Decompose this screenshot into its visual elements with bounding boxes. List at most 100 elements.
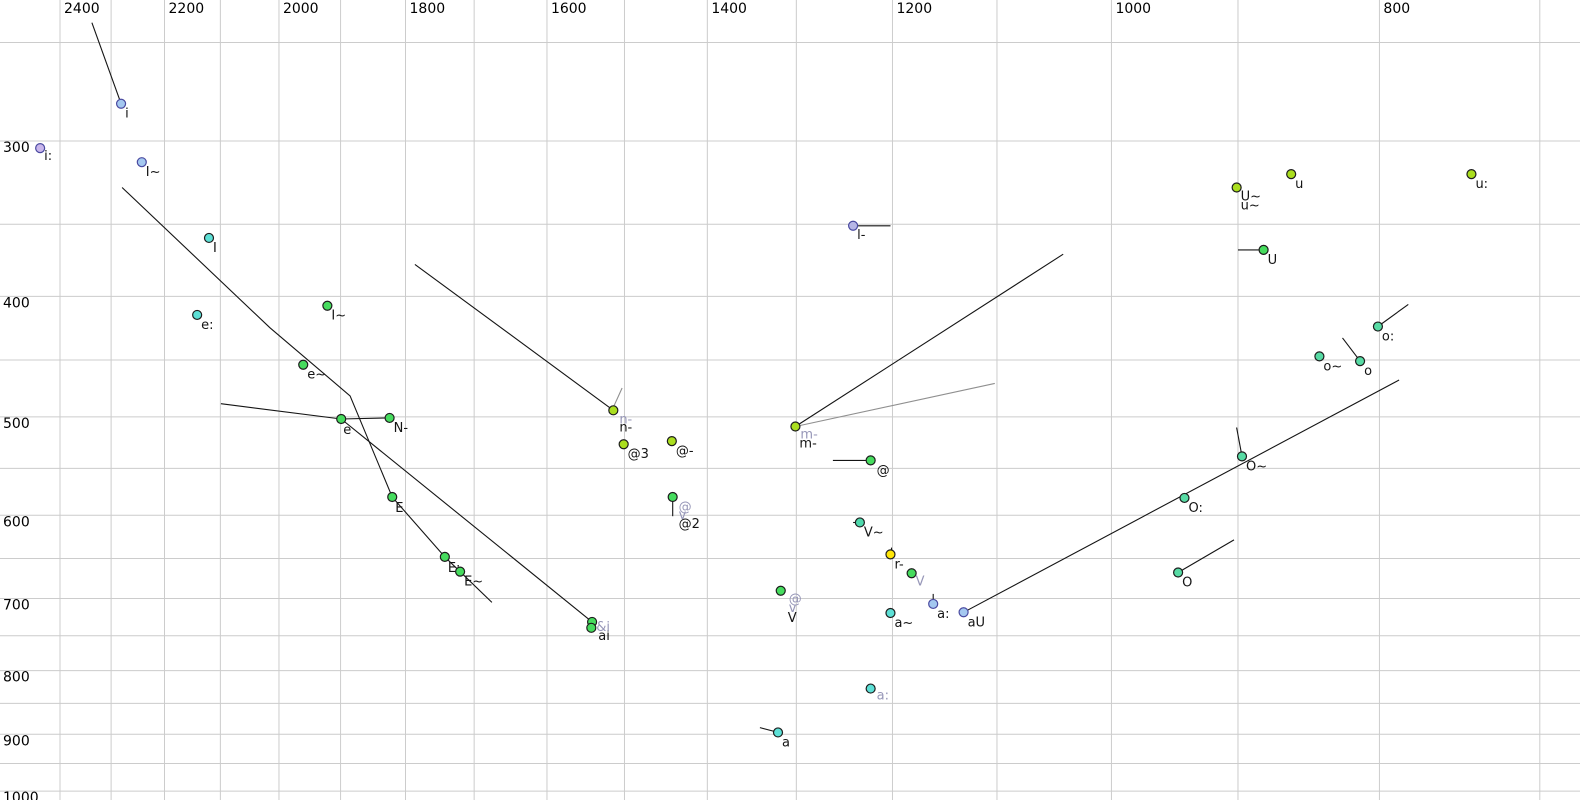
data-point <box>865 455 876 466</box>
y-axis-tick-label: 900 <box>3 733 30 749</box>
point-label: @- <box>676 444 694 459</box>
point-label: o~ <box>1323 359 1342 374</box>
data-point <box>885 607 896 619</box>
data-point <box>906 568 917 579</box>
point-label: @2 <box>679 517 700 532</box>
trajectory-line <box>91 22 122 104</box>
data-point <box>136 157 147 168</box>
point-label: e <box>343 423 351 438</box>
data-point <box>1231 182 1242 193</box>
y-axis-tick-label: 600 <box>3 514 30 530</box>
point-label: a~ <box>894 616 913 631</box>
point-label: O~ <box>1246 459 1267 474</box>
point-label: U~ <box>1241 190 1261 205</box>
x-axis-tick-label: 1000 <box>1115 1 1151 17</box>
point-label: m- <box>800 427 818 442</box>
x-axis-tick-label: 2000 <box>283 1 319 17</box>
point-label: e: <box>201 318 213 333</box>
data-point <box>790 421 801 432</box>
x-axis-tick-label: 1200 <box>896 1 932 17</box>
trajectory-line <box>795 382 995 428</box>
point-label: U <box>1268 253 1278 268</box>
data-point <box>772 727 784 738</box>
point-label: u: <box>1475 177 1488 192</box>
point-label: n- <box>619 412 632 427</box>
data-point <box>885 549 896 560</box>
data-point <box>298 359 309 370</box>
data-point <box>35 143 46 154</box>
data-point <box>666 436 677 447</box>
data-point <box>1173 567 1184 578</box>
point-label: v <box>789 601 797 616</box>
trajectory-line <box>340 418 593 623</box>
data-point <box>854 517 865 528</box>
data-point <box>1466 169 1477 180</box>
data-point <box>439 551 450 562</box>
y-axis-tick-label: 700 <box>3 598 30 614</box>
data-point <box>586 622 597 633</box>
x-axis-tick-label: 2400 <box>64 1 100 17</box>
point-label: E~ <box>464 575 483 590</box>
data-point <box>322 300 333 311</box>
point-label: o <box>1364 364 1372 379</box>
data-point <box>1258 244 1269 255</box>
data-point <box>336 413 347 425</box>
data-point <box>384 412 395 424</box>
x-axis-tick-label: 2200 <box>169 1 205 17</box>
point-label: @ <box>789 592 802 607</box>
point-label: i <box>125 107 129 122</box>
data-point <box>1179 492 1190 504</box>
point-label: a: <box>937 607 949 622</box>
point-label: a <box>782 735 790 750</box>
data-point <box>1236 451 1248 462</box>
point-label: &i <box>596 620 610 635</box>
point-label: i: <box>44 149 52 164</box>
x-axis-tick-label: 1800 <box>410 1 446 17</box>
data-point <box>958 607 969 618</box>
point-label: l- <box>857 228 866 243</box>
point-label: r- <box>894 557 904 572</box>
point-label: @ <box>877 463 890 478</box>
data-point <box>928 598 939 610</box>
x-axis-tick-label: 800 <box>1383 1 1410 17</box>
point-label: o: <box>1382 330 1394 345</box>
point-label: E <box>395 501 403 516</box>
point-label: I <box>213 241 217 256</box>
x-axis-tick-label: 1400 <box>711 1 747 17</box>
y-axis-tick-label: 400 <box>3 295 30 311</box>
point-label: e~ <box>307 368 326 383</box>
data-point <box>618 439 629 450</box>
point-label: v <box>679 508 687 523</box>
data-point <box>775 585 786 596</box>
point-label: n- <box>619 420 632 435</box>
point-label: V~ <box>864 525 884 540</box>
data-point <box>387 491 398 503</box>
y-axis-tick-label: 300 <box>3 140 30 156</box>
point-label: m- <box>799 436 817 451</box>
point-label: V <box>788 611 797 626</box>
point-label: I~ <box>146 165 161 180</box>
point-label: V <box>916 574 925 589</box>
point-label: u~ <box>1241 199 1260 214</box>
data-point <box>1314 351 1325 362</box>
data-point <box>1286 169 1297 180</box>
point-label: ai <box>598 629 610 644</box>
point-label: O: <box>1188 501 1202 516</box>
data-point <box>115 98 127 109</box>
data-point <box>455 566 466 577</box>
trajectory-line <box>121 187 493 603</box>
point-label: @3 <box>628 447 649 462</box>
trajectory-line <box>414 263 614 411</box>
data-point <box>1372 321 1384 332</box>
point-label: aU <box>968 615 985 630</box>
trajectory-line <box>1177 539 1235 573</box>
point-label: a: <box>877 689 889 704</box>
point-label: O <box>1182 575 1192 590</box>
point-label: @ <box>679 500 692 515</box>
data-point <box>192 309 203 321</box>
trajectory-line <box>1377 303 1409 327</box>
y-axis-tick-label: 1000 <box>3 790 39 800</box>
point-label: u <box>1295 177 1303 192</box>
